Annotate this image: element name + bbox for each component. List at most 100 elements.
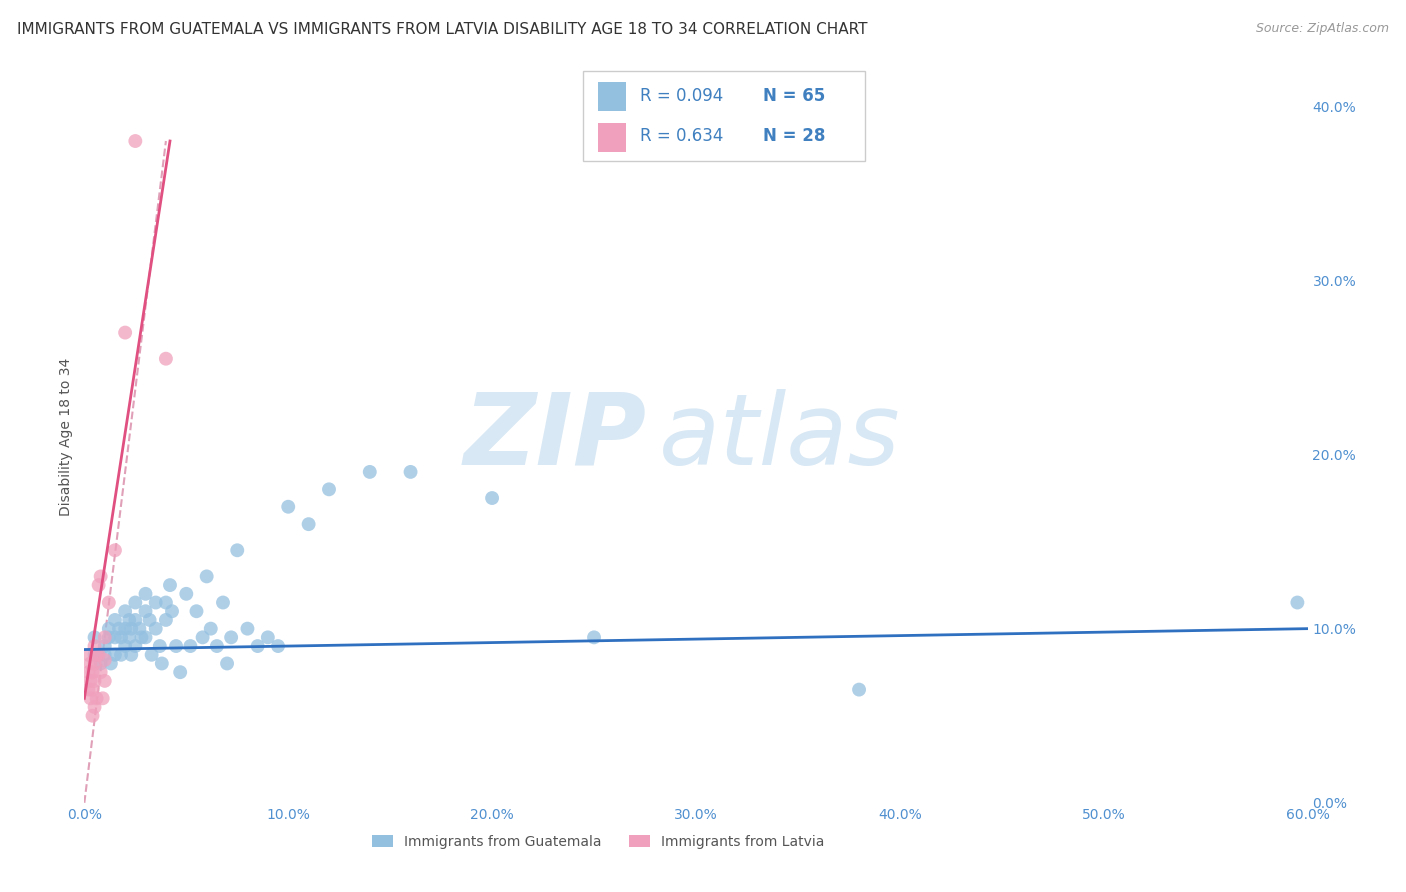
Point <box>212 595 235 609</box>
Point <box>82 682 104 697</box>
Point <box>124 639 146 653</box>
Point <box>77 682 100 697</box>
Bar <box>598 123 626 152</box>
Point <box>128 622 150 636</box>
Point <box>145 622 167 636</box>
Text: Source: ZipAtlas.com: Source: ZipAtlas.com <box>1256 22 1389 36</box>
Text: N = 28: N = 28 <box>763 127 825 145</box>
Point <box>108 622 131 636</box>
Point <box>399 465 422 479</box>
Point <box>481 491 503 505</box>
Point <box>104 648 127 662</box>
Point <box>87 648 110 662</box>
Point <box>135 604 157 618</box>
Point <box>205 639 228 653</box>
Point <box>124 595 146 609</box>
Point <box>155 351 177 366</box>
Point <box>160 604 183 618</box>
Point <box>219 631 242 645</box>
Point <box>226 543 249 558</box>
Point <box>120 622 142 636</box>
Point <box>83 657 105 671</box>
Text: N = 65: N = 65 <box>763 87 825 105</box>
Point <box>104 631 127 645</box>
Text: R = 0.094: R = 0.094 <box>640 87 723 105</box>
Point <box>93 673 115 688</box>
Bar <box>598 82 626 111</box>
Point <box>159 578 181 592</box>
Point <box>100 657 122 671</box>
Point <box>150 657 173 671</box>
Point <box>318 483 340 497</box>
Point <box>169 665 191 680</box>
Point <box>104 543 127 558</box>
Point <box>583 631 606 645</box>
Point <box>82 708 104 723</box>
Point <box>97 631 120 645</box>
Point <box>79 673 101 688</box>
Text: IMMIGRANTS FROM GUATEMALA VS IMMIGRANTS FROM LATVIA DISABILITY AGE 18 TO 34 CORR: IMMIGRANTS FROM GUATEMALA VS IMMIGRANTS … <box>17 22 868 37</box>
Point <box>298 517 321 532</box>
Point <box>93 648 115 662</box>
Point <box>86 691 108 706</box>
Point <box>97 622 120 636</box>
Point <box>135 587 157 601</box>
Point <box>83 700 105 714</box>
Point <box>93 639 115 653</box>
Point <box>120 648 142 662</box>
Point <box>186 604 208 618</box>
Point <box>93 653 115 667</box>
Point <box>155 613 177 627</box>
Point <box>83 639 105 653</box>
Point <box>110 631 132 645</box>
Point <box>277 500 299 514</box>
Point <box>79 657 101 671</box>
Point <box>93 631 115 645</box>
FancyBboxPatch shape <box>583 71 865 161</box>
Point <box>118 631 141 645</box>
Point <box>174 587 197 601</box>
Point <box>87 578 110 592</box>
Point <box>114 326 136 340</box>
Point <box>90 665 112 680</box>
Point <box>91 691 114 706</box>
Point <box>104 613 127 627</box>
Point <box>124 134 146 148</box>
Point <box>848 682 870 697</box>
Point <box>77 665 100 680</box>
Point <box>86 648 108 662</box>
Point <box>90 569 112 583</box>
Point <box>77 648 100 662</box>
Point <box>165 639 187 653</box>
Point <box>195 569 218 583</box>
Legend: Immigrants from Guatemala, Immigrants from Latvia: Immigrants from Guatemala, Immigrants fr… <box>367 830 830 855</box>
Point <box>257 631 280 645</box>
Point <box>267 639 290 653</box>
Point <box>110 648 132 662</box>
Point <box>236 622 259 636</box>
Point <box>131 631 153 645</box>
Text: R = 0.634: R = 0.634 <box>640 127 723 145</box>
Point <box>1286 595 1309 609</box>
Point <box>79 691 101 706</box>
Point <box>90 657 112 671</box>
Text: ZIP: ZIP <box>464 389 647 485</box>
Point <box>179 639 201 653</box>
Point <box>114 604 136 618</box>
Point <box>138 613 160 627</box>
Point <box>145 595 167 609</box>
Point <box>82 665 104 680</box>
Point <box>83 673 105 688</box>
Point <box>118 613 141 627</box>
Point <box>246 639 269 653</box>
Point <box>141 648 163 662</box>
Point <box>124 613 146 627</box>
Point <box>149 639 172 653</box>
Y-axis label: Disability Age 18 to 34: Disability Age 18 to 34 <box>59 358 73 516</box>
Point <box>155 595 177 609</box>
Point <box>191 631 214 645</box>
Point <box>97 595 120 609</box>
Point <box>114 639 136 653</box>
Point <box>83 648 105 662</box>
Point <box>83 631 105 645</box>
